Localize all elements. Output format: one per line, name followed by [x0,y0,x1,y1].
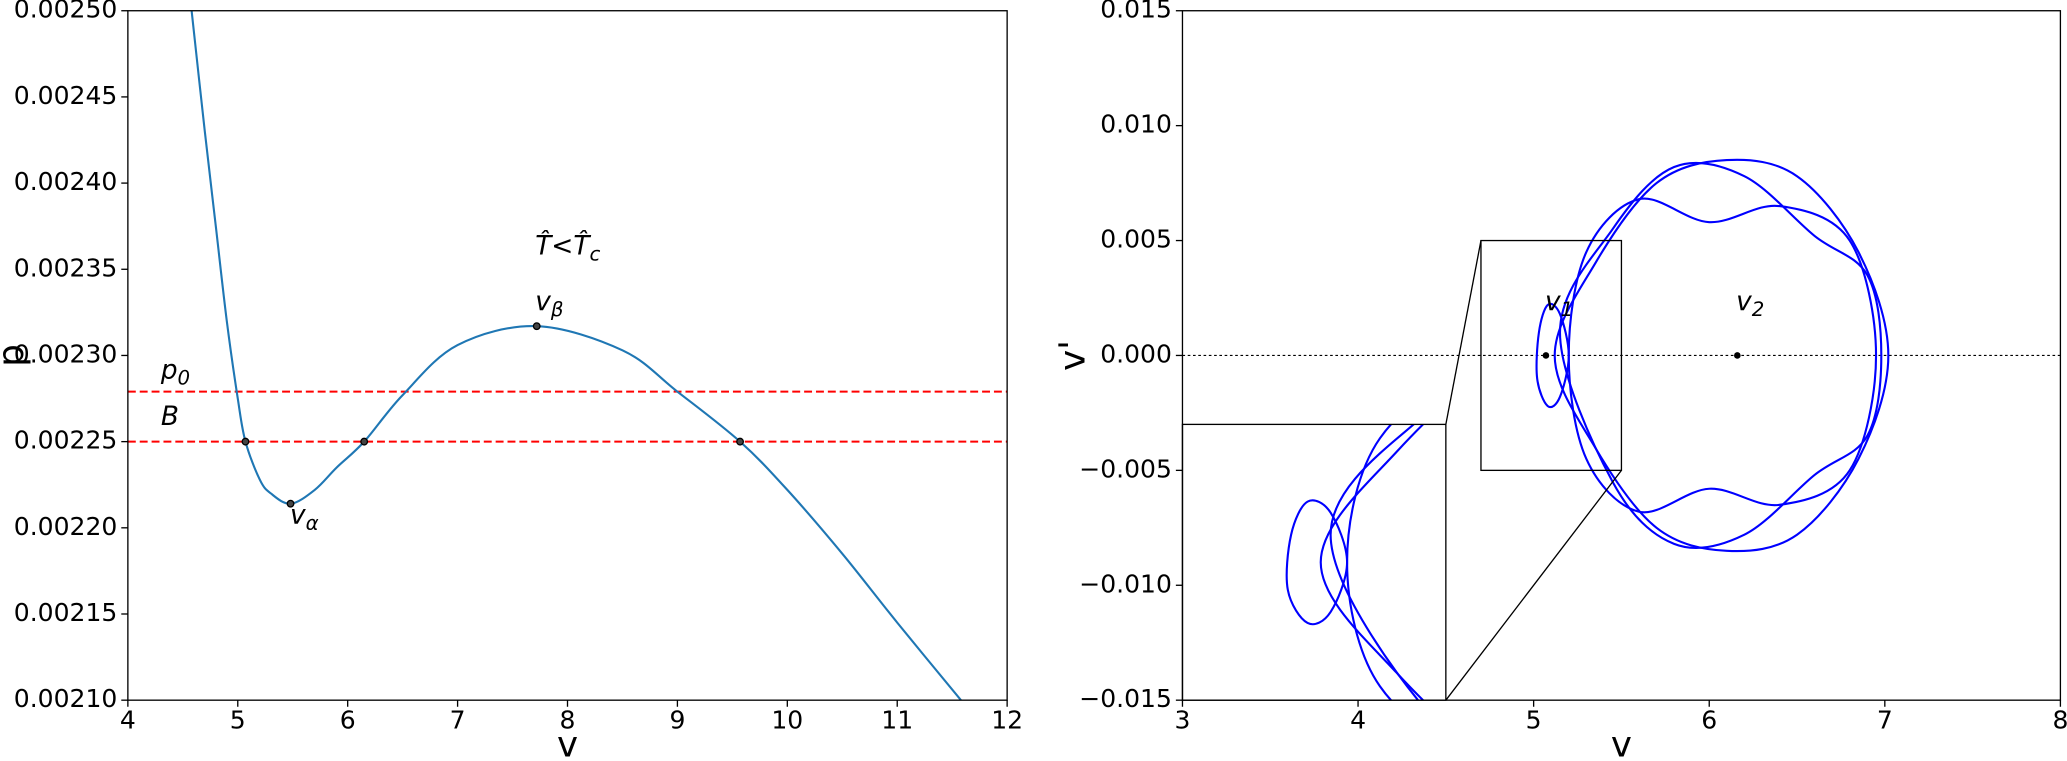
annotation: v2 [1736,287,1764,321]
annotation: T̂<T̂c [535,229,600,265]
annotation-sub: 0 [178,366,191,389]
annotation: v1 [1545,287,1573,321]
y-tick-label: 0.005 [1100,225,1172,254]
y-tick-label: 0.00245 [14,81,118,110]
orbit [1558,161,1883,550]
inset-bg [1182,424,1446,701]
x-tick-label: 8 [2052,705,2067,734]
x-tick-label: 8 [560,705,576,734]
plot-area [127,10,1008,701]
y-tick-label: 0.015 [1100,0,1172,24]
point [736,437,745,446]
orbit [1553,158,1890,553]
fixed-point [1542,352,1550,359]
y-tick-label: −0.015 [1079,684,1172,713]
x-tick-label: 9 [669,705,685,734]
x-tick-label: 4 [120,705,136,734]
x-tick-label: 7 [1877,705,1893,734]
x-tick-label: 11 [881,705,913,734]
y-tick-label: 0.00230 [14,339,118,368]
orbit [1285,499,1349,626]
annotation-text: v [1545,287,1561,317]
point [241,437,250,446]
zoom-box [1480,239,1623,472]
x-tick-label: 7 [450,705,466,734]
x-axis-label: v [1611,724,1632,761]
x-tick-label: 3 [1174,705,1190,734]
y-tick-label: 0.00235 [14,253,118,282]
point [286,499,295,508]
annotation-sub: β [550,297,564,320]
y-tick-label: 0.000 [1100,339,1172,368]
orbit [1319,424,1425,701]
annotation-text: v [1736,287,1752,317]
connector [1445,469,1622,701]
annotation: p0 [160,355,190,389]
y-tick-label: 0.00250 [14,0,118,24]
orbit [1535,302,1570,409]
x-axis-label: v [557,724,578,761]
y-axis-label: p [0,344,32,367]
connector [1445,240,1482,425]
annotation: B [161,401,179,431]
annotation-text: B [161,401,179,431]
y-axis-label: v' [1052,340,1093,371]
x-tick-label: 5 [230,705,246,734]
annotation-text: T̂<T̂ [535,229,591,261]
annotation-sub: α [306,511,319,534]
axes-frame [1181,10,2062,701]
point [532,322,541,331]
orbit [1329,424,1420,701]
axes-frame [127,10,1008,701]
annotation: vβ [535,287,563,321]
y-tick-label: 0.00225 [14,426,118,455]
x-tick-label: 6 [1701,705,1717,734]
curve [190,10,962,701]
y-tick-label: 0.00215 [14,598,118,627]
annotation-sub: 2 [1752,297,1765,320]
y-tick-label: 0.00240 [14,167,118,196]
x-tick-label: 5 [1526,705,1542,734]
x-tick-label: 12 [991,705,1023,734]
point [360,437,369,446]
inset [1182,424,1446,701]
annotation-text: v [535,287,551,317]
annotation-sub: 1 [1561,297,1574,320]
annotation-sub: c [590,242,601,265]
y-tick-label: −0.010 [1079,569,1172,598]
annotation-text: v [290,500,306,530]
y-tick-label: 0.010 [1100,110,1172,139]
fixed-point [1734,352,1741,359]
annotation-text: p [160,355,178,385]
x-tick-label: 4 [1350,705,1366,734]
x-tick-label: 10 [771,705,803,734]
y-tick-label: 0.00220 [14,512,118,541]
y-tick-label: −0.005 [1079,454,1172,483]
annotation: vα [290,500,319,534]
x-tick-label: 6 [340,705,356,734]
y-tick-label: 0.00210 [14,684,118,713]
